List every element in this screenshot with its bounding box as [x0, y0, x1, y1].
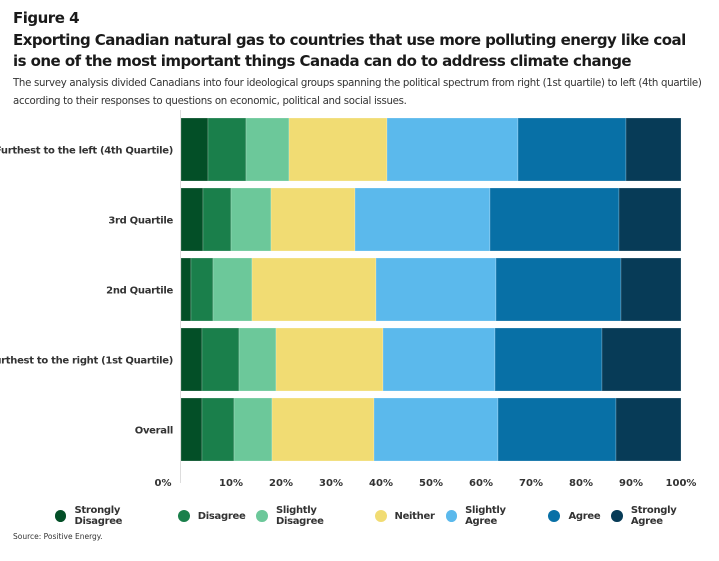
x-tick-label: 40% — [369, 478, 393, 489]
bar-segment-slightly-agree — [354, 187, 491, 252]
bar-segment-neither — [270, 187, 356, 252]
legend-swatch-icon — [548, 510, 561, 522]
bar-segment-slightly-agree — [373, 397, 499, 462]
bar-segment-slightly-disagree — [230, 187, 272, 252]
stacked-bar-chart: Furthest to the left (4th Quartile) 3rd Q… — [0, 110, 697, 489]
x-tick-label: 90% — [619, 478, 643, 489]
legend-label: Disagree — [197, 510, 246, 522]
legend-label: Strongly Agree — [630, 505, 677, 527]
bar-segment-strongly-disagree — [180, 257, 192, 322]
category-label: 3rd Quartile — [108, 216, 173, 227]
bar-segment-slightly-disagree — [233, 397, 273, 462]
chart-subtitle: The survey analysis divided Canadians in… — [13, 78, 702, 107]
bar-segment-neither — [251, 257, 377, 322]
x-tick-labels: 0% 10% 20% 30% 40% 50% 60% 70% 80% 90% 100% — [155, 478, 697, 489]
bar-segment-disagree — [202, 187, 232, 252]
x-tick-label: 100% — [666, 478, 697, 489]
bar-segment-slightly-agree — [382, 327, 496, 392]
legend-label: Slightly Disagree — [275, 505, 324, 527]
legend-swatch-icon — [256, 510, 268, 522]
bar-segment-agree — [495, 257, 622, 322]
bar-segment-strongly-disagree — [180, 187, 204, 252]
x-tick-label: 70% — [519, 478, 543, 489]
bars-group — [180, 117, 682, 462]
legend-swatch-icon — [177, 510, 190, 522]
legend-item: Slightly Disagree — [256, 505, 363, 527]
figure-label: Figure 4 — [13, 9, 80, 27]
chart-title: Exporting Canadian natural gas to countr… — [13, 31, 686, 70]
bar-segment-strongly-agree — [615, 397, 682, 462]
legend: Strongly Disagree Disagree Slightly Disagr… — [55, 505, 719, 527]
legend-item: Neither — [374, 510, 435, 522]
bar-segment-strongly-disagree — [180, 327, 203, 392]
x-tick-label: 20% — [269, 478, 293, 489]
bar-segment-neither — [275, 327, 384, 392]
legend-label: Strongly Disagree — [74, 505, 123, 527]
category-label: 2nd Quartile — [106, 286, 173, 297]
bar-segment-disagree — [201, 327, 240, 392]
bar-segment-slightly-disagree — [212, 257, 253, 322]
category-labels: Furthest to the left (4th Quartile) 3rd Q… — [0, 146, 174, 437]
bar-segment-strongly-disagree — [180, 117, 209, 182]
bar-segment-agree — [489, 187, 620, 252]
bar-segment-strongly-agree — [625, 117, 682, 182]
x-tick-label: 60% — [469, 478, 493, 489]
bar-segment-agree — [494, 327, 603, 392]
legend-label: Slightly Agree — [465, 505, 506, 527]
category-label: Overall — [135, 426, 173, 437]
legend-item: Slightly Agree — [445, 505, 538, 527]
bar-segment-agree — [517, 117, 627, 182]
bar-segment-disagree — [201, 397, 235, 462]
category-label: Furthest to the left (4th Quartile) — [0, 146, 173, 157]
bar-segment-strongly-disagree — [180, 397, 203, 462]
legend-item: Strongly Agree — [611, 505, 708, 527]
bar-segment-strongly-agree — [620, 257, 682, 322]
bar-segment-slightly-agree — [375, 257, 497, 322]
legend-swatch-icon — [374, 510, 387, 522]
legend-swatch-icon — [55, 510, 67, 522]
bar-segment-strongly-agree — [601, 327, 682, 392]
bar-segment-slightly-disagree — [238, 327, 277, 392]
bar-segment-agree — [497, 397, 617, 462]
bar-segment-strongly-agree — [618, 187, 682, 252]
x-tick-label: 10% — [219, 478, 243, 489]
bar-segment-slightly-agree — [386, 117, 519, 182]
category-label: Furthest to the right (1st Quartile) — [0, 356, 173, 367]
bar-segment-disagree — [190, 257, 214, 322]
bar-segment-neither — [271, 397, 375, 462]
x-tick-label: 30% — [319, 478, 343, 489]
bar-segment-disagree — [207, 117, 247, 182]
x-tick-label: 0% — [155, 478, 172, 489]
x-tick-label: 80% — [569, 478, 593, 489]
legend-swatch-icon — [611, 510, 623, 522]
legend-item: Disagree — [177, 510, 246, 522]
legend-swatch-icon — [445, 510, 458, 522]
legend-item: Strongly Disagree — [55, 505, 167, 527]
bar-segment-slightly-disagree — [245, 117, 290, 182]
legend-label: Agree — [568, 510, 601, 522]
bar-segment-neither — [288, 117, 388, 182]
legend-label: Neither — [394, 510, 435, 522]
x-tick-label: 50% — [419, 478, 443, 489]
legend-item: Agree — [548, 510, 601, 522]
source-note: Source: Positive Energy. — [13, 532, 103, 541]
